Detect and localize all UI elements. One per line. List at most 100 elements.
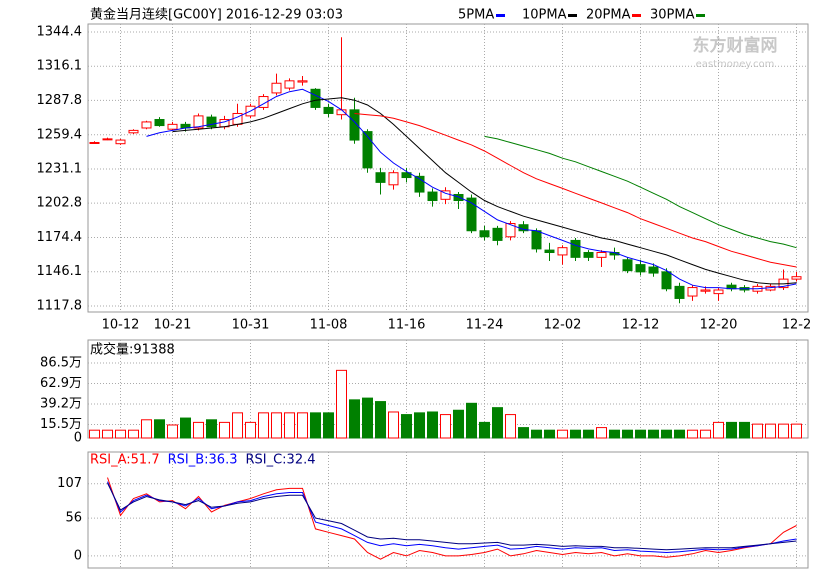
volume-bar — [219, 421, 230, 439]
watermark: 东方财富网 — [693, 35, 778, 56]
y-tick-label: 1259.4 — [37, 127, 83, 142]
volume-bar — [180, 417, 191, 439]
legend-label: 10PMA — [522, 8, 567, 23]
volume-bar — [622, 429, 633, 439]
volume-bar — [726, 421, 737, 439]
panel-frame — [87, 23, 809, 313]
candle-body — [115, 139, 126, 145]
volume-bar — [557, 429, 568, 439]
legend-swatch — [696, 14, 705, 17]
legend-label: 5PMA — [458, 8, 494, 23]
volume-bar — [713, 421, 724, 439]
volume-bar — [505, 414, 516, 439]
volume-bar — [128, 429, 139, 439]
y-tick-label: 56 — [65, 511, 82, 526]
candle-body — [479, 230, 490, 238]
candle-body — [791, 276, 802, 280]
candle-body — [388, 172, 399, 186]
y-tick-label: 62.9万 — [40, 376, 82, 391]
volume-bar — [635, 429, 646, 439]
volume-bar — [375, 401, 386, 439]
panel-title: 成交量:91388 — [90, 342, 175, 358]
legend-label: RSI_A:51.7 — [90, 453, 160, 468]
line-series — [107, 481, 797, 554]
volume-bar — [297, 412, 308, 439]
volume-bar — [401, 414, 412, 439]
volume-bar — [661, 429, 672, 439]
candle-body — [505, 222, 516, 238]
candle-body — [362, 131, 373, 169]
y-tick-label: 39.2万 — [40, 397, 82, 412]
candle-body — [687, 287, 698, 297]
candle-body — [622, 259, 633, 272]
candle-body — [375, 172, 386, 183]
y-tick-label: 107 — [57, 476, 82, 491]
candle-body — [193, 115, 204, 129]
volume-bar — [349, 399, 360, 439]
candle-body — [154, 119, 165, 127]
volume-bar — [362, 397, 373, 439]
volume-bar — [752, 423, 763, 439]
candle-body — [453, 193, 464, 202]
candle-body — [89, 141, 100, 144]
candle-body — [284, 80, 295, 89]
x-tick-label: 12-20 — [700, 318, 738, 333]
candle-body — [206, 116, 217, 128]
volume-bar — [310, 412, 321, 439]
volume-bar — [609, 429, 620, 439]
y-tick-label: 1146.1 — [37, 264, 83, 279]
y-tick-label: 1316.1 — [37, 59, 83, 74]
candle-body — [102, 138, 113, 141]
volume-bar — [323, 412, 334, 439]
x-tick-label: 12-02 — [544, 318, 582, 333]
legend-label: 20PMA — [586, 8, 631, 23]
y-tick-label: 15.5万 — [40, 417, 82, 432]
line-series — [172, 97, 797, 285]
candle-body — [570, 239, 581, 258]
volume-bar — [427, 411, 438, 439]
volume-bar — [154, 419, 165, 439]
volume-bar — [258, 412, 269, 439]
volume-bar — [765, 423, 776, 439]
candle-body — [141, 121, 152, 129]
chart-title: 黄金当月连续[GC00Y] 2016-12-29 03:03 — [90, 7, 343, 23]
volume-bar — [466, 402, 477, 439]
candle-body — [713, 289, 724, 295]
line-series — [484, 135, 797, 249]
volume-bar — [583, 429, 594, 439]
volume-bar — [596, 427, 607, 439]
volume-bar — [791, 423, 802, 439]
legend-swatch — [496, 14, 505, 17]
volume-bar — [544, 429, 555, 439]
candle-body — [427, 191, 438, 202]
candle-body — [557, 247, 568, 256]
y-tick-label: 1287.8 — [37, 93, 83, 108]
legend-swatch — [568, 14, 577, 17]
volume-bar — [89, 429, 100, 439]
volume-bar — [336, 369, 347, 439]
y-tick-label: 1344.4 — [37, 24, 83, 39]
candle-body — [492, 227, 503, 241]
volume-bar — [440, 414, 451, 439]
candle-body — [596, 252, 607, 258]
y-tick-label: 1231.1 — [37, 161, 83, 176]
candle-body — [700, 289, 711, 292]
candle-body — [414, 175, 425, 193]
y-tick-label: 0 — [74, 548, 82, 563]
x-tick-label: 10-12 — [102, 318, 140, 333]
y-tick-label: 1174.4 — [37, 230, 83, 245]
volume-bar — [687, 429, 698, 439]
y-tick-label: 86.5万 — [40, 355, 82, 370]
volume-bar — [284, 412, 295, 439]
volume-bar — [115, 429, 126, 439]
y-tick-label: 1117.8 — [37, 298, 83, 313]
candle-body — [401, 172, 412, 179]
candle-body — [167, 123, 178, 130]
x-tick-label: 11-08 — [310, 318, 348, 333]
legend-label: RSI_B:36.3 — [168, 453, 238, 468]
x-tick-label: 12-2 — [782, 318, 812, 333]
candle-body — [440, 190, 451, 200]
candle-body — [271, 82, 282, 94]
volume-bar — [492, 407, 503, 439]
